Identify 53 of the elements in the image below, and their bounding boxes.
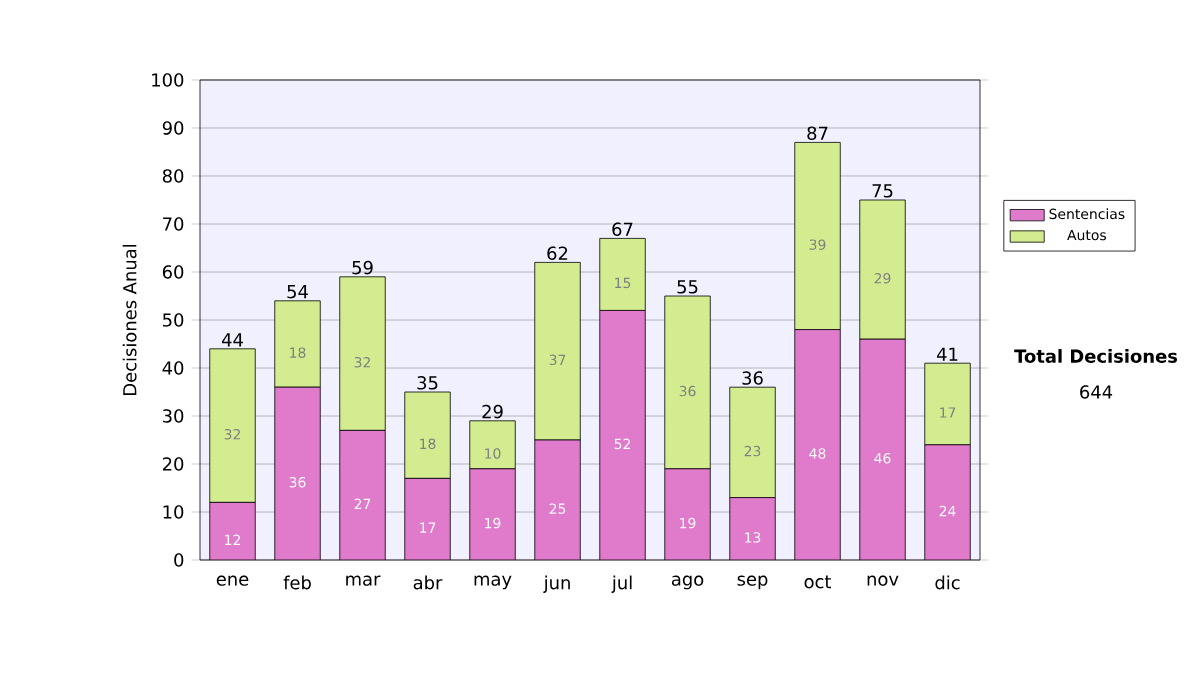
total-label: 29	[482, 404, 503, 419]
bar	[209, 502, 256, 560]
y-tick-label: 10	[163, 505, 184, 519]
y-tick-label: 100	[152, 73, 184, 87]
total-label: 36	[742, 371, 763, 385]
total-label: 67	[612, 222, 633, 236]
bar	[859, 339, 906, 560]
total-label: 59	[352, 260, 373, 275]
total-label: 54	[287, 285, 308, 299]
x-tick-label: nov	[867, 575, 899, 586]
bar	[729, 497, 776, 560]
bar	[729, 386, 776, 498]
bar	[404, 391, 451, 479]
total-label: 62	[547, 246, 568, 260]
bar	[924, 444, 971, 560]
x-tick-label: dic	[935, 575, 960, 590]
total-label: 55	[677, 280, 698, 294]
total-label: 41	[936, 347, 958, 361]
x-tick-label: abr	[413, 575, 443, 590]
y-tick-label: 40	[162, 361, 184, 375]
bar	[469, 420, 516, 470]
y-tick-label: 0	[174, 553, 184, 567]
x-tick-label: sep	[737, 575, 768, 590]
bar	[599, 310, 646, 560]
x-tick-label: feb	[283, 575, 311, 590]
bar	[274, 387, 321, 560]
bar	[794, 329, 841, 560]
total-label: 44	[221, 333, 243, 347]
x-tick-label: mar	[346, 575, 381, 586]
bar	[469, 468, 516, 560]
y-axis-title: Decisiones Anual	[122, 244, 137, 395]
y-tick-label: 80	[162, 169, 184, 183]
y-tick-label: 90	[162, 121, 184, 135]
x-tick-label: jul	[611, 575, 632, 593]
x-tick-label: jun	[543, 575, 570, 593]
text: 644	[1080, 385, 1113, 399]
bar	[664, 468, 711, 560]
bar	[404, 478, 451, 560]
y-tick-label: 70	[163, 217, 184, 231]
x-tick-label: oct	[804, 575, 832, 589]
x-tick-label: may	[474, 575, 512, 590]
y-tick-label: 20	[162, 457, 184, 471]
y-tick-label: 50	[163, 313, 184, 327]
total-label: 35	[417, 376, 438, 390]
x-tick-label: ago	[671, 575, 704, 590]
text: Total Decisiones	[1014, 349, 1178, 363]
y-tick-label: 60	[162, 265, 184, 279]
bar	[339, 430, 386, 560]
y-tick-label: 30	[163, 409, 184, 423]
total-label: 87	[807, 126, 828, 140]
x-tick-label: ene	[216, 575, 249, 586]
bar	[534, 440, 581, 560]
total-label: 75	[872, 184, 893, 198]
